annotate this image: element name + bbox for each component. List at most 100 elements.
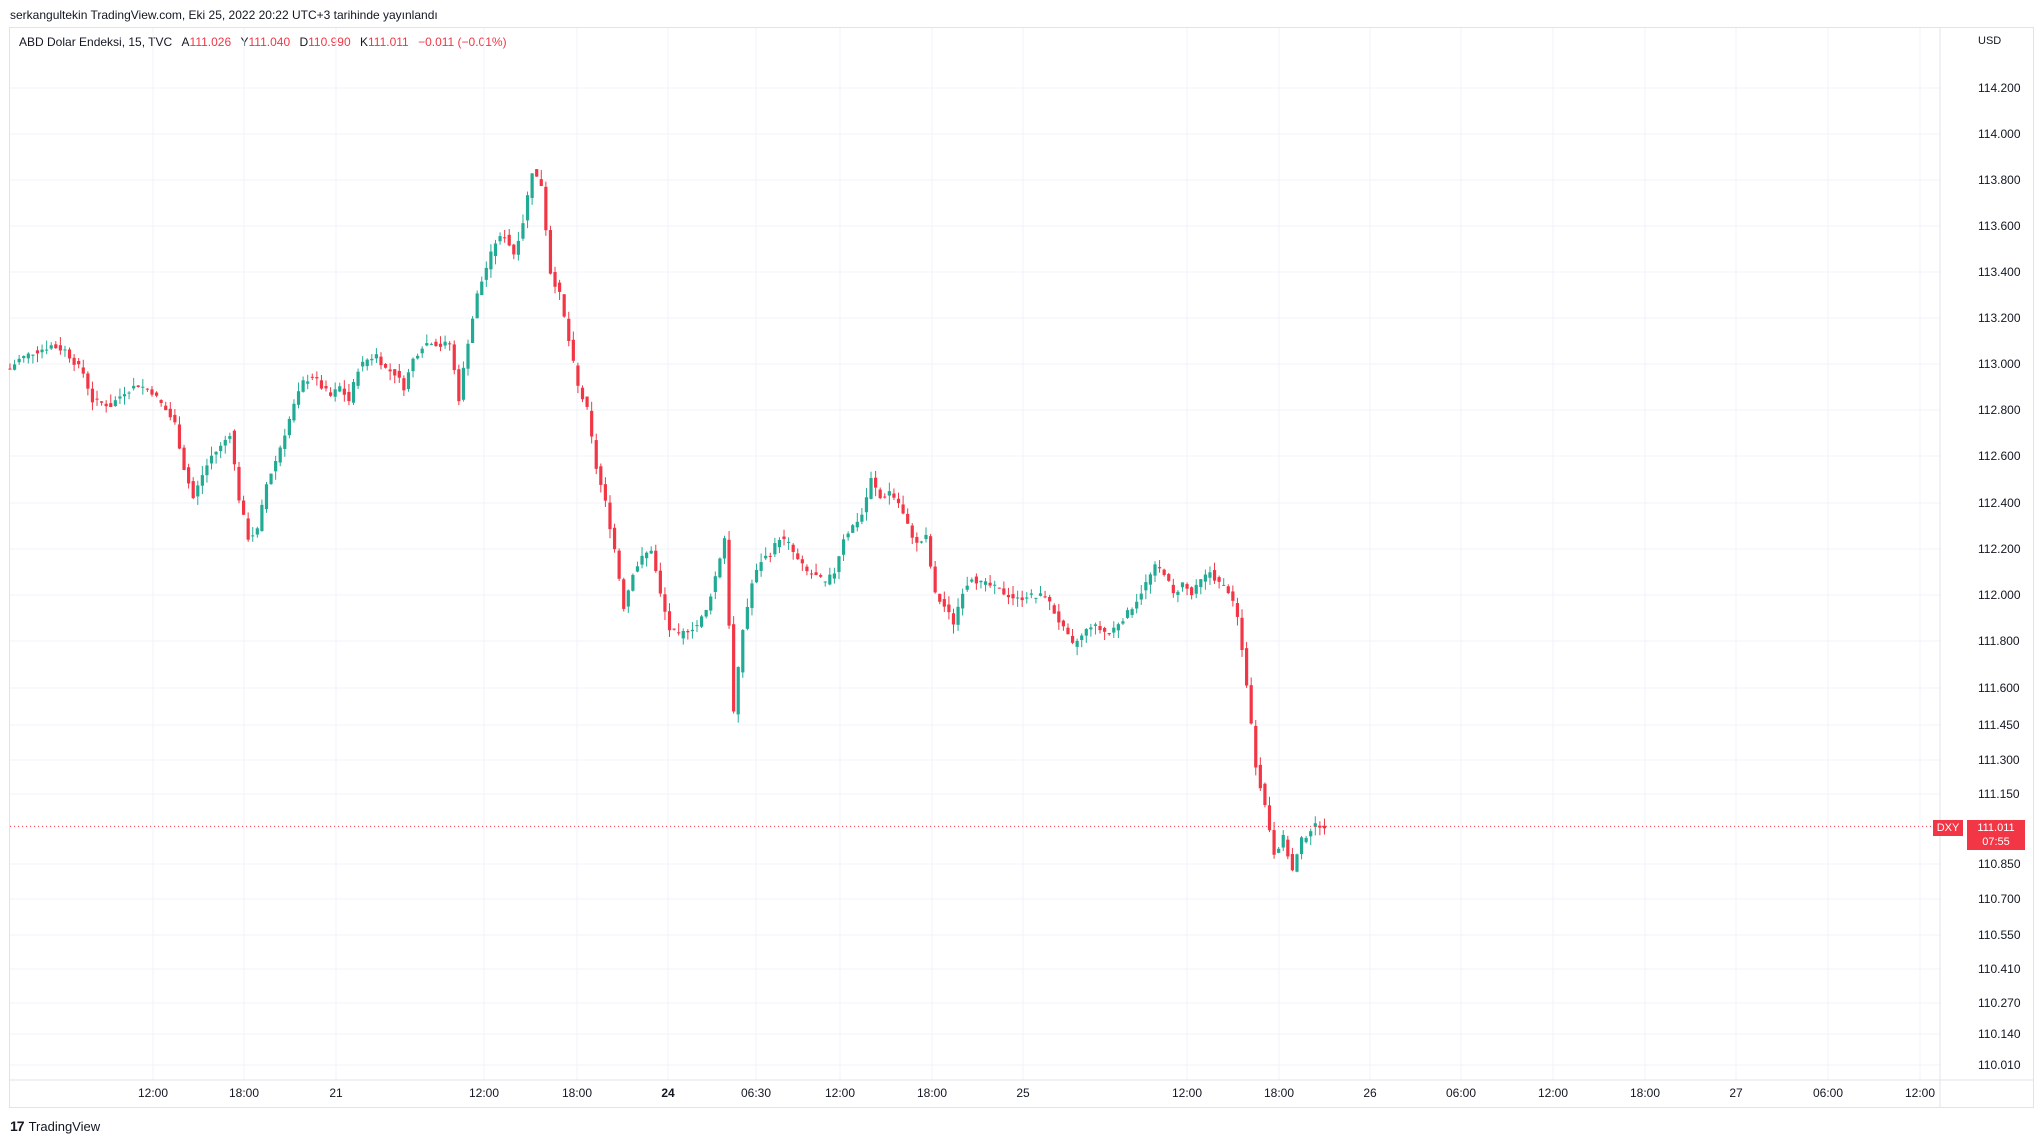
candle-body <box>1162 569 1166 575</box>
candle-body <box>869 478 873 499</box>
candle-body <box>1153 564 1157 576</box>
candle-body <box>896 498 901 504</box>
candle-body <box>846 533 850 538</box>
y-tick-label: 111.450 <box>1978 718 2020 732</box>
candle-body <box>1006 594 1011 598</box>
candle-body <box>31 354 35 356</box>
candle-body <box>264 484 269 510</box>
y-tick-label: 112.200 <box>1978 542 2021 556</box>
candle-body <box>12 364 17 370</box>
candle-body <box>466 343 470 369</box>
candle-body <box>310 376 314 378</box>
candle-body <box>1309 831 1313 837</box>
candle-body <box>805 566 809 572</box>
candle-body <box>1002 588 1006 595</box>
candle-body <box>553 272 557 287</box>
y-tick-label: 110.700 <box>1978 892 2021 906</box>
candle-body <box>965 585 969 590</box>
candle-body <box>1208 572 1212 578</box>
candle-body <box>622 579 626 609</box>
candle-body <box>851 525 855 533</box>
candle-body <box>947 604 951 613</box>
candle-body <box>1281 834 1285 848</box>
currency-label: USD <box>1978 35 2002 47</box>
y-tick-label: 114.200 <box>1978 81 2021 95</box>
candle-body <box>535 169 539 177</box>
legend-open-label: A <box>181 35 190 49</box>
candle-body <box>438 343 443 347</box>
candle-body <box>1185 584 1189 589</box>
candle-body <box>177 424 182 449</box>
candle-body <box>480 281 484 296</box>
candle-body <box>1263 783 1267 806</box>
candle-body <box>347 391 351 402</box>
candle-body <box>370 358 374 361</box>
candle-body <box>1052 605 1056 614</box>
candle-body <box>72 357 76 365</box>
candle-body <box>232 430 237 465</box>
candle-body <box>695 625 699 627</box>
candle-body <box>296 391 301 405</box>
candle-body <box>828 574 832 585</box>
candle-body <box>736 667 740 715</box>
candle-body <box>1029 593 1033 595</box>
candle-body <box>626 590 630 607</box>
candle-body <box>787 541 791 543</box>
candle-body <box>269 473 273 485</box>
candle-body <box>1148 574 1153 585</box>
candle-body <box>493 243 498 256</box>
candle-body <box>1011 594 1015 599</box>
candle-body <box>489 251 493 270</box>
candle-body <box>393 369 397 376</box>
candle-body <box>507 234 511 246</box>
legend-open-value: 111.026 <box>189 35 232 49</box>
last-price-countdown: 07:55 <box>1982 836 2010 848</box>
y-tick-label: 110.140 <box>1978 1027 2021 1041</box>
candle-body <box>379 356 383 366</box>
candle-body <box>548 230 553 274</box>
candle-body <box>1043 596 1047 598</box>
candle-body <box>1318 825 1322 828</box>
candle-body <box>1171 584 1175 594</box>
candle-body <box>81 367 85 374</box>
candle-body <box>970 579 974 582</box>
candle-body <box>113 400 117 407</box>
candle-body <box>910 525 914 538</box>
last-price-badge: 111.011 07:55 <box>1967 820 2025 850</box>
candle-body <box>983 581 988 585</box>
candle-body <box>1249 685 1253 724</box>
candle-body <box>768 555 772 557</box>
candle-body <box>457 369 461 402</box>
candle-body <box>681 630 685 639</box>
candle-body <box>1080 635 1084 641</box>
candle-body <box>420 348 424 354</box>
candle-body <box>727 539 731 626</box>
candle-body <box>342 388 346 395</box>
candle-body <box>173 414 177 423</box>
candle-body <box>45 349 49 351</box>
candle-body <box>938 593 942 602</box>
candle-body <box>182 447 186 470</box>
candle-body <box>645 552 649 559</box>
candle-body <box>54 344 58 349</box>
last-price-symbol-badge: DXY <box>1933 820 1963 836</box>
candle-body <box>214 451 218 455</box>
tradingview-brand[interactable]: 17 TradingView <box>10 1118 100 1134</box>
y-tick-label: 111.800 <box>1978 634 2020 648</box>
candle-body <box>1304 837 1308 843</box>
x-tick-label: 18:00 <box>562 1086 592 1100</box>
candle-body <box>658 570 662 594</box>
candle-body <box>562 294 566 317</box>
candle-body <box>741 630 745 673</box>
candle-body <box>315 377 319 379</box>
candle-body <box>283 435 287 449</box>
candle-body <box>745 606 749 629</box>
chart-frame[interactable] <box>9 27 2034 1108</box>
candle-body <box>640 555 644 565</box>
candle-body <box>100 401 104 403</box>
candle-body <box>590 410 594 437</box>
candle-body <box>1016 597 1020 599</box>
candle-body <box>754 569 759 583</box>
candle-body <box>1322 825 1327 829</box>
